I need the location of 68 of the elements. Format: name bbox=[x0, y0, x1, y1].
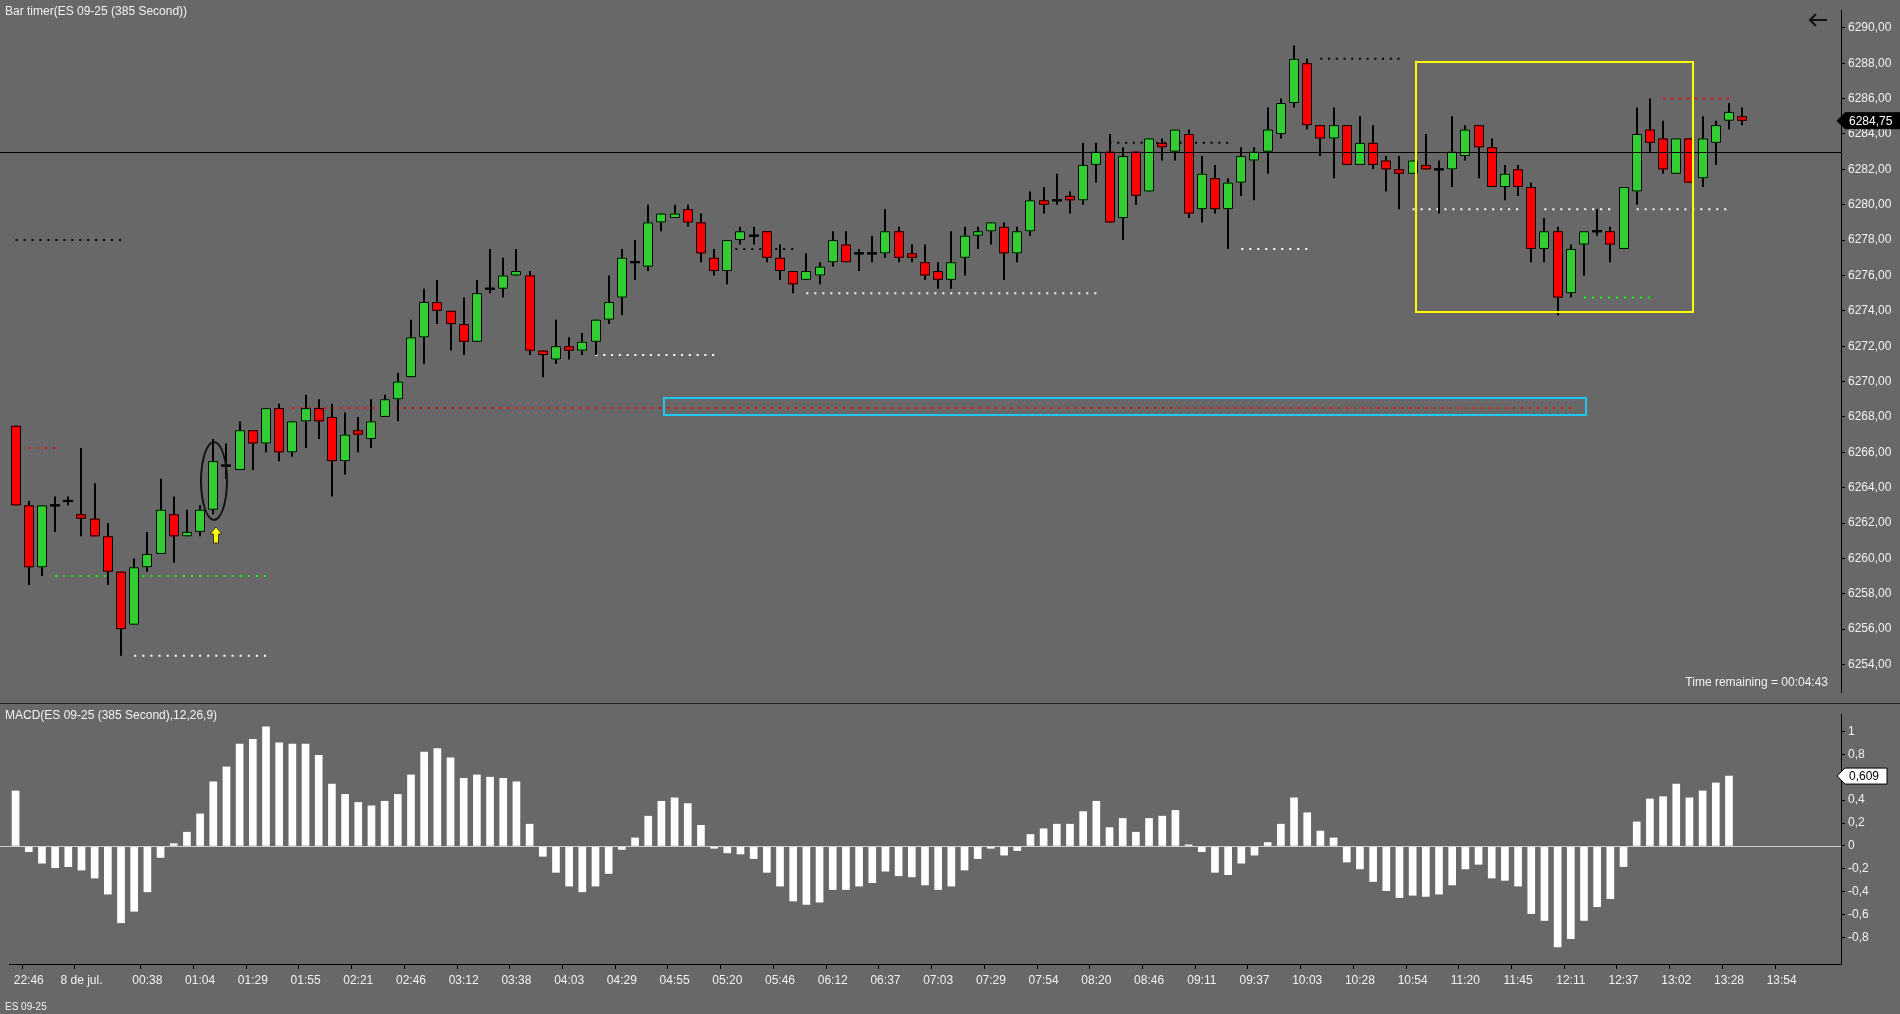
x-tick-label: 02:21 bbox=[343, 972, 374, 987]
y-tick-label: 1 bbox=[1848, 723, 1855, 738]
y-tick-label: 6254,00 bbox=[1848, 656, 1892, 671]
text: 0,609 bbox=[1849, 769, 1880, 784]
y-tick-label: -0,2 bbox=[1848, 861, 1869, 876]
y-tick-label: 0 bbox=[1848, 838, 1855, 853]
y-tick-label: 6288,00 bbox=[1848, 55, 1892, 70]
x-tick-label: 07:29 bbox=[975, 972, 1007, 987]
y-tick-label: 6272,00 bbox=[1848, 338, 1892, 353]
x-tick-label: 04:29 bbox=[606, 972, 638, 987]
y-tick-label: 6286,00 bbox=[1848, 90, 1892, 105]
x-tick-label: 01:04 bbox=[185, 972, 216, 987]
y-tick-label: 0,2 bbox=[1848, 815, 1866, 830]
annotation: Time remaining = 00:04:43 bbox=[1685, 675, 1828, 689]
x-tick-label: 06:12 bbox=[817, 972, 849, 987]
x-tick-label: 06:37 bbox=[870, 972, 901, 987]
y-tick-label: 6264,00 bbox=[1848, 479, 1892, 494]
y-tick-label: -0,6 bbox=[1848, 907, 1869, 922]
x-tick-label: 11:20 bbox=[1450, 972, 1481, 987]
x-tick-label: 12:11 bbox=[1556, 972, 1586, 987]
x-tick-label: 11:45 bbox=[1503, 972, 1533, 987]
x-tick-label: 12:37 bbox=[1608, 972, 1639, 987]
y-tick-label: 6256,00 bbox=[1848, 621, 1892, 636]
x-tick-label: 07:54 bbox=[1028, 972, 1059, 987]
x-tick-label: 01:29 bbox=[237, 972, 269, 987]
x-tick-label: 02:46 bbox=[395, 972, 427, 987]
x-tick-label: 08:46 bbox=[1134, 972, 1165, 987]
x-tick-label: 22:46 bbox=[13, 972, 45, 987]
x-tick-label: 08:20 bbox=[1081, 972, 1112, 987]
x-tick-label: 09:11 bbox=[1187, 972, 1217, 987]
x-tick-label: 00:38 bbox=[132, 972, 163, 987]
y-tick-label: 6268,00 bbox=[1848, 409, 1892, 424]
y-tick-label: 6278,00 bbox=[1848, 232, 1892, 247]
y-tick-label: 6290,00 bbox=[1848, 20, 1892, 35]
y-tick-label: -0,8 bbox=[1848, 929, 1869, 944]
x-tick-label: 05:46 bbox=[765, 972, 796, 987]
chart-title: Bar timer(ES 09-25 (385 Second)) bbox=[5, 4, 188, 18]
x-tick-label: 01:55 bbox=[290, 972, 321, 987]
x-tick-label: 09:37 bbox=[1239, 972, 1270, 987]
y-tick-label: 6282,00 bbox=[1848, 161, 1892, 176]
x-tick-label: 03:38 bbox=[501, 972, 532, 987]
x-tick-label: 8 de jul. bbox=[60, 972, 103, 987]
x-tick-label: 10:28 bbox=[1344, 972, 1376, 987]
x-tick-label: 04:03 bbox=[554, 972, 585, 987]
y-tick-label: 6258,00 bbox=[1848, 586, 1892, 601]
x-tick-label: 05:20 bbox=[712, 972, 743, 987]
chart-title: MACD(ES 09-25 (385 Second),12,26,9) bbox=[5, 708, 218, 722]
x-tick-label: 03:12 bbox=[448, 972, 480, 987]
x-tick-label: 13:02 bbox=[1661, 972, 1692, 987]
y-tick-label: 0,4 bbox=[1848, 792, 1866, 807]
text: ES 09-25 bbox=[5, 1001, 47, 1012]
y-tick-label: 6260,00 bbox=[1848, 550, 1892, 565]
y-tick-label: 6280,00 bbox=[1848, 197, 1892, 212]
y-tick-label: 6276,00 bbox=[1848, 267, 1892, 282]
y-tick-label: 6262,00 bbox=[1848, 515, 1892, 530]
y-tick-label: 6284,00 bbox=[1848, 126, 1892, 141]
y-tick-label: 0,8 bbox=[1848, 746, 1866, 761]
y-tick-label: 6274,00 bbox=[1848, 303, 1892, 318]
x-tick-label: 10:54 bbox=[1397, 972, 1428, 987]
x-tick-label: 13:28 bbox=[1713, 972, 1745, 987]
x-tick-label: 10:03 bbox=[1292, 972, 1323, 987]
y-tick-label: 6266,00 bbox=[1848, 444, 1892, 459]
x-tick-label: 04:55 bbox=[659, 972, 690, 987]
y-tick-label: -0,4 bbox=[1848, 884, 1869, 899]
text: 6284,75 bbox=[1849, 114, 1893, 129]
y-tick-label: 6270,00 bbox=[1848, 373, 1892, 388]
x-tick-label: 07:03 bbox=[923, 972, 954, 987]
x-tick-label: 13:54 bbox=[1766, 972, 1798, 987]
